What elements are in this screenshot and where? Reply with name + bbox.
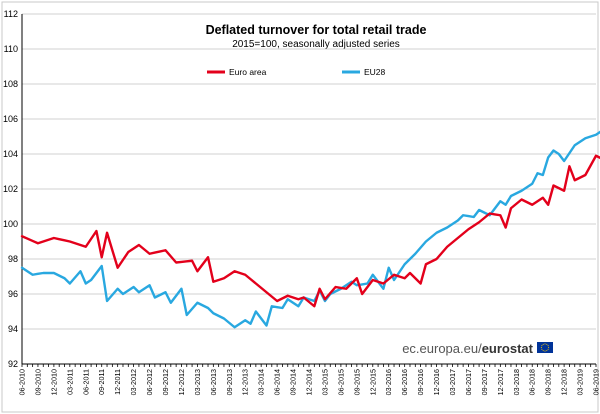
eu-flag-star <box>544 343 546 345</box>
x-tick-label: 06-2015 <box>336 369 345 395</box>
eu-flag-star <box>541 348 543 350</box>
x-tick-label: 03-2011 <box>65 369 74 395</box>
x-tick-label: 12-2014 <box>305 369 314 395</box>
chart-subtitle: 2015=100, seasonally adjusted series <box>232 39 400 50</box>
x-tick-label: 09-2018 <box>544 369 553 395</box>
x-tick-label: 06-2012 <box>145 369 154 395</box>
x-tick-label: 12-2018 <box>560 369 569 395</box>
legend: Euro area EU28 <box>207 67 386 77</box>
y-tick-label: 102 <box>3 184 18 194</box>
x-tick-label: 09-2012 <box>161 369 170 395</box>
eu-flag-star <box>542 343 544 345</box>
x-axis-ticks: 06-2010 09-2010 12-2010 03-2011 06-2011 09-20… <box>18 369 600 395</box>
x-tick-label: 06-2014 <box>273 369 282 395</box>
eu-flag-star <box>540 346 542 349</box>
x-tick-label: 12-2015 <box>368 369 377 395</box>
eu-flag-star <box>547 348 549 350</box>
eu-flag-star <box>541 345 543 347</box>
x-tick-label: 12-2011 <box>113 369 122 395</box>
x-tick-label: 03-2016 <box>384 369 393 395</box>
x-tick-label: 03-2018 <box>512 369 521 395</box>
y-axis-ticks: 92 94 96 98 100 102 104 106 108 110 112 <box>3 9 18 369</box>
x-tick-label: 06-2013 <box>209 369 218 395</box>
x-tick-label: 12-2016 <box>432 369 441 395</box>
x-tick-label: 03-2014 <box>257 369 266 395</box>
y-tick-label: 108 <box>3 79 18 89</box>
eu-flag-star <box>546 343 548 345</box>
y-tick-label: 104 <box>3 149 18 159</box>
x-tick-label: 03-2013 <box>193 369 202 395</box>
x-tick-label: 12-2017 <box>496 369 505 395</box>
source-prefix: ec.europa.eu/ <box>402 341 482 356</box>
source-brand: eurostat <box>482 341 534 356</box>
x-tick-label: 09-2013 <box>225 369 234 395</box>
x-tick-label: 09-2010 <box>33 369 42 395</box>
x-tick-label: 03-2017 <box>448 369 457 395</box>
x-tick-label: 09-2011 <box>97 369 106 395</box>
source-text: ec.europa.eu/eurostat <box>402 341 533 356</box>
x-tick-label: 06-2011 <box>81 369 90 395</box>
x-tick-label: 06-2010 <box>18 369 27 395</box>
x-tick-label: 03-2012 <box>129 369 138 395</box>
y-tick-label: 106 <box>3 114 18 124</box>
x-tick-label: 12-2012 <box>177 369 186 395</box>
eu-flag-star <box>546 350 548 352</box>
y-tick-label: 98 <box>8 254 18 264</box>
eu-flag-icon <box>537 342 553 353</box>
y-tick-label: 94 <box>8 324 18 334</box>
x-tick-label: 09-2015 <box>352 369 361 395</box>
x-tick-label: 06-2019 <box>592 369 600 395</box>
y-tick-label: 112 <box>4 9 18 19</box>
legend-label-eu28: EU28 <box>364 67 386 77</box>
series-line-euro-area <box>20 154 600 308</box>
x-tick-label: 06-2018 <box>528 369 537 395</box>
y-tick-label: 110 <box>4 44 18 54</box>
y-tick-label: 96 <box>8 289 18 299</box>
y-tick-label: 92 <box>8 359 18 369</box>
legend-label-euro-area: Euro area <box>229 67 267 77</box>
chart-title: Deflated turnover for total retail trade <box>206 23 427 37</box>
x-tick-label: 03-2015 <box>320 369 329 395</box>
x-tick-label: 12-2010 <box>49 369 58 395</box>
y-tick-label: 100 <box>3 219 18 229</box>
eu-flag-star <box>547 345 549 347</box>
eu-flag-star <box>542 350 544 352</box>
x-tick-label: 12-2013 <box>241 369 250 395</box>
eu-flag-star <box>544 350 546 352</box>
gridlines <box>22 13 596 330</box>
x-tick-label: 09-2017 <box>480 369 489 395</box>
x-tick-label: 09-2014 <box>289 369 298 395</box>
eu-flag-stars <box>540 343 550 352</box>
eu-flag-star <box>548 346 550 349</box>
x-tick-label: 03-2019 <box>576 369 585 395</box>
source-label: ec.europa.eu/eurostat <box>402 341 553 356</box>
x-tick-label: 06-2017 <box>464 369 473 395</box>
series-lines <box>20 130 600 329</box>
axes <box>21 14 597 367</box>
x-tick-label: 06-2016 <box>400 369 409 395</box>
x-tick-label: 09-2016 <box>416 369 425 395</box>
